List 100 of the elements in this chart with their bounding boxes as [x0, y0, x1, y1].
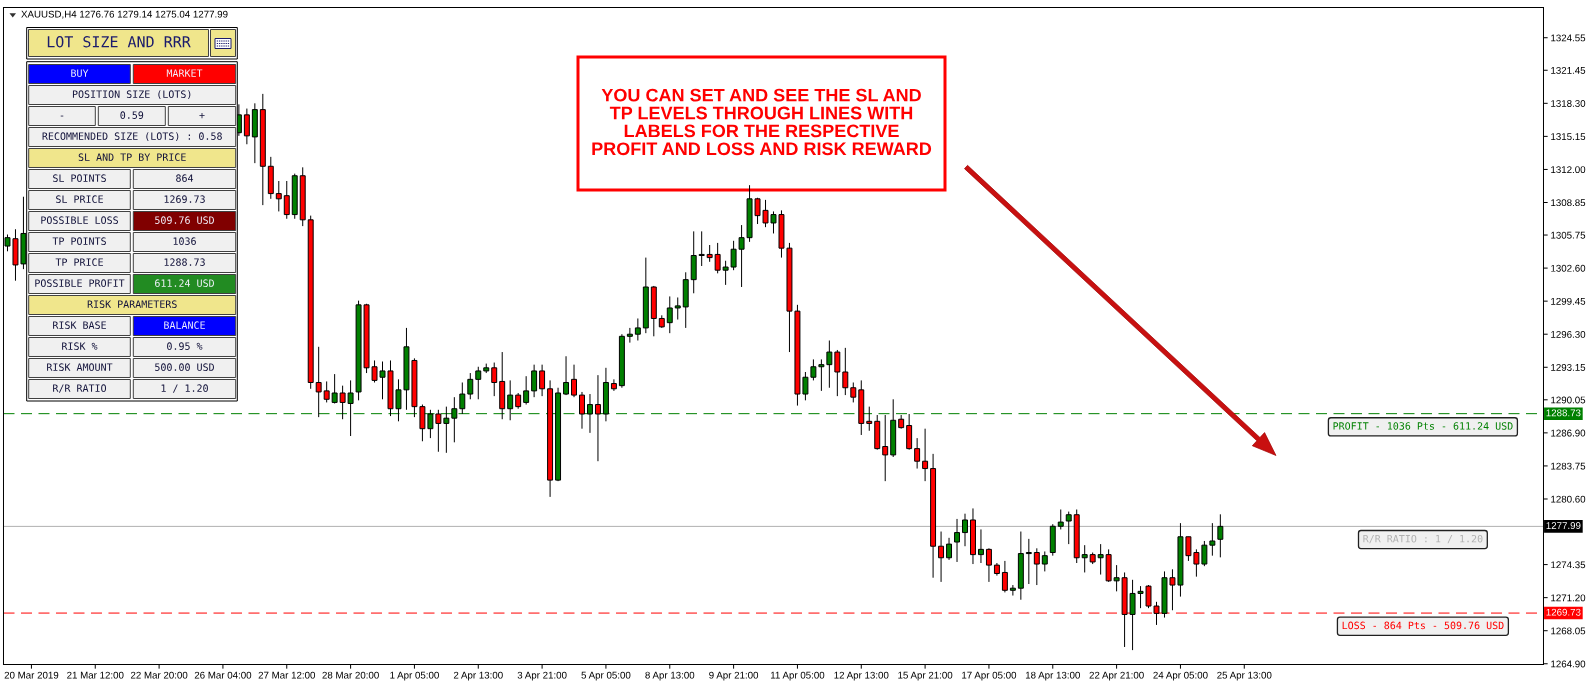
annotation: 1 / 1.20	[161, 384, 208, 393]
candlestick	[906, 413, 913, 451]
x-tick-label: 18 Apr 13:00	[1025, 671, 1080, 681]
y-tick-label: 1302.60	[1551, 264, 1586, 272]
y-tick-label: 1268.05	[1551, 627, 1586, 635]
x-tick-label: 1 Apr 05:00	[390, 671, 439, 681]
candlestick	[882, 414, 889, 482]
candlestick	[1097, 543, 1104, 576]
candlestick	[610, 378, 617, 392]
candlestick	[1001, 560, 1008, 593]
candlestick	[666, 295, 673, 334]
candlestick	[922, 428, 929, 482]
annotation: 1036	[173, 237, 196, 245]
candlestick	[523, 375, 530, 406]
annotation: SL AND TP BY PRICE	[78, 153, 186, 161]
annotation: BALANCE	[164, 321, 205, 329]
x-tick-label: 15 Apr 21:00	[898, 671, 953, 681]
candlestick	[1041, 550, 1048, 572]
y-tick-label: 1305.75	[1551, 231, 1586, 239]
y-tick-label: 1299.45	[1551, 297, 1586, 305]
annotation: LOSS - 864 Pts - 509.76 USD	[1342, 621, 1504, 630]
candlestick	[626, 327, 633, 344]
y-tick-label: 1280.60	[1551, 495, 1586, 503]
candlestick	[594, 374, 601, 462]
x-tick-label: 26 Mar 04:00	[194, 671, 252, 679]
x-tick-label: 28 Mar 20:00	[322, 671, 379, 679]
candlestick	[985, 547, 992, 583]
candlestick	[714, 242, 721, 274]
x-tick-label: 11 Apr 05:00	[770, 671, 825, 681]
candlestick	[1217, 513, 1224, 558]
y-tick-label: 1271.20	[1551, 594, 1586, 602]
candlestick	[1033, 547, 1040, 586]
candlestick	[834, 349, 841, 397]
y-tick-label: 1315.15	[1551, 133, 1586, 140]
y-tick-label: 1293.15	[1551, 364, 1586, 371]
candlestick	[954, 518, 960, 563]
x-tick-label: 12 Apr 13:00	[834, 671, 889, 681]
candlestick	[467, 372, 474, 400]
y-tick-label: 1283.75	[1551, 462, 1586, 470]
candlestick	[571, 364, 577, 398]
text: LOT SIZE AND RRR	[47, 36, 191, 48]
y-tick-label: 1308.85	[1551, 199, 1586, 207]
annotation: 864	[176, 174, 194, 182]
candlestick	[674, 296, 681, 321]
annotation: YOU CAN SET AND SEE THE SL AND TP LEVELS THROUGH LINES WITH LABELS FOR THE RESPECTIVE PROFIT AND LOSS AND RISK REWARD	[592, 88, 932, 156]
x-tick-label: 27 Mar 12:00	[258, 671, 316, 679]
y-tick-label: 1296.30	[1551, 330, 1586, 338]
annotation: +	[199, 113, 205, 119]
annotation: SL PRICE	[56, 195, 103, 203]
ref-line-label: 1288.73	[1546, 409, 1581, 417]
candlestick	[698, 230, 705, 267]
ref-line-label: 1277.99	[1546, 522, 1581, 529]
y-tick-label: 1264.90	[1551, 660, 1586, 668]
candlestick	[946, 537, 953, 561]
x-tick-label: 22 Mar 20:00	[130, 671, 188, 679]
candlestick	[962, 513, 968, 547]
x-tick-label: 24 Apr 05:00	[1153, 671, 1208, 681]
y-tick-label: 1290.05	[1551, 396, 1586, 404]
candlestick	[563, 355, 570, 396]
ref-line-label: 1269.73	[1546, 608, 1581, 616]
candlestick	[1081, 544, 1088, 573]
candlestick	[475, 366, 482, 400]
candlestick	[850, 381, 857, 403]
y-tick-label: 1318.30	[1551, 100, 1586, 107]
x-tick-label: 20 Mar 2019	[4, 671, 59, 679]
candlestick	[531, 364, 538, 398]
annotation: RISK %	[62, 342, 98, 350]
annotation: R/R RATIO	[53, 384, 107, 393]
annotation: 0.59	[120, 111, 144, 119]
candlestick	[1025, 538, 1032, 585]
candlestick	[243, 108, 250, 145]
candlestick	[826, 340, 833, 389]
x-tick-label: 17 Apr 05:00	[962, 671, 1017, 681]
candlestick	[539, 364, 546, 397]
annotation: SL POINTS	[53, 174, 106, 182]
annotation: 1269.73	[164, 195, 205, 203]
annotation: MARKET	[166, 69, 203, 77]
annotation: POSITION SIZE (LOTS)	[72, 90, 191, 100]
candlestick	[1065, 511, 1072, 545]
candlestick	[914, 437, 921, 470]
y-tick-label: 1274.35	[1551, 561, 1586, 569]
candlestick	[1009, 584, 1016, 597]
candlestick	[866, 406, 873, 432]
x-tick-label: 2 Apr 13:00	[453, 671, 503, 681]
annotation: RISK PARAMETERS	[87, 300, 177, 308]
candlestick	[938, 531, 945, 583]
candlestick	[634, 317, 641, 342]
annotation: POSSIBLE LOSS	[41, 216, 118, 224]
candlestick	[491, 362, 498, 397]
annotation: 0.95 %	[167, 342, 203, 350]
annotation: -	[60, 115, 64, 117]
annotation: RISK AMOUNT	[47, 363, 113, 371]
x-tick-label: 21 Mar 12:00	[67, 671, 124, 679]
x-tick-label: 22 Apr 21:00	[1089, 671, 1144, 681]
candlestick	[315, 346, 322, 418]
y-tick-label: 1321.45	[1551, 67, 1586, 74]
candlestick	[977, 528, 984, 564]
x-tick-label: 9 Apr 21:00	[709, 671, 759, 681]
annotation: 509.76 USD	[155, 216, 214, 224]
annotation: TP PRICE	[55, 258, 103, 266]
